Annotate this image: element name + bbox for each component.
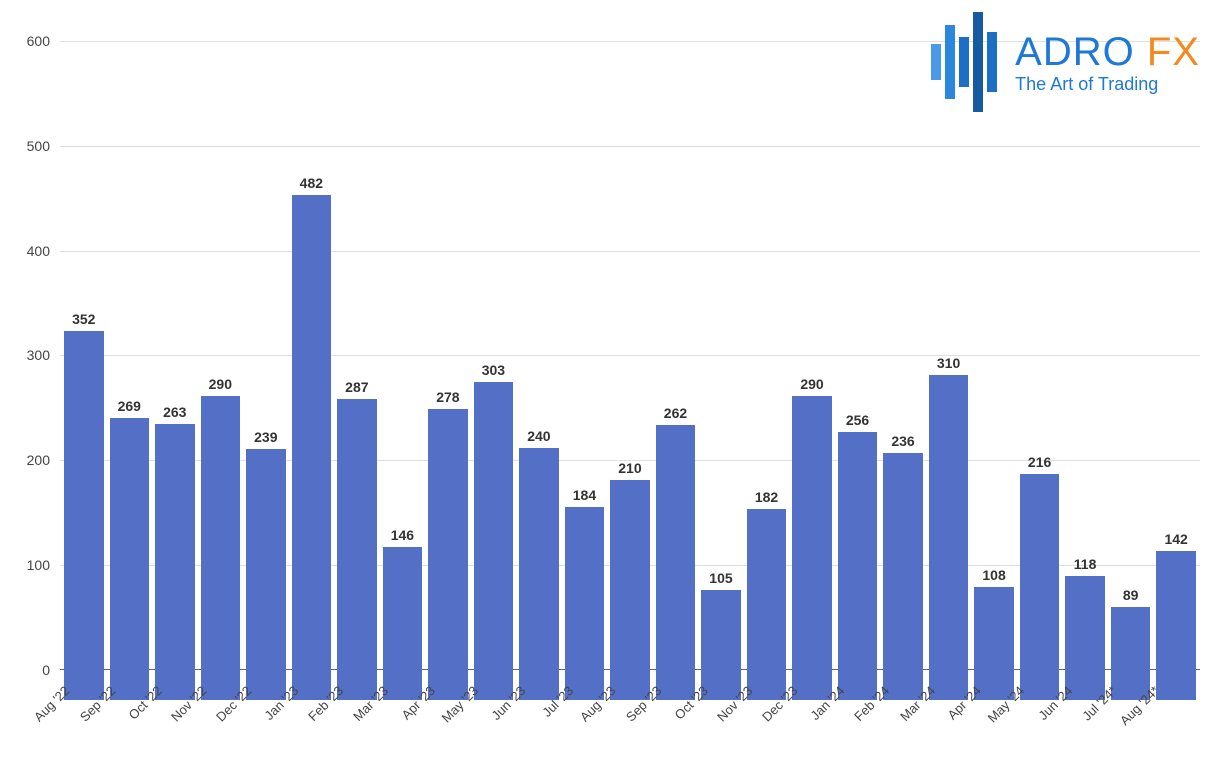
bar-column: 108 — [974, 50, 1014, 700]
bar-value-label: 263 — [163, 404, 186, 420]
bar-column: 236 — [883, 50, 923, 700]
bar-rect — [155, 424, 195, 700]
bar-column: 239 — [246, 50, 286, 700]
bar-column: 303 — [474, 50, 514, 700]
bar-rect — [292, 195, 332, 700]
y-tick-label: 300 — [0, 347, 50, 363]
x-label-column: Dec '22 — [246, 675, 286, 765]
logo-tagline: The Art of Trading — [1015, 75, 1200, 94]
bar-value-label: 118 — [1074, 556, 1097, 572]
x-label-column: Dec '23 — [792, 675, 832, 765]
bar-rect — [428, 409, 468, 700]
y-tick-label: 200 — [0, 452, 50, 468]
x-label-column: Mar '24 — [929, 675, 969, 765]
bar-value-label: 184 — [573, 487, 596, 503]
bar-value-label: 278 — [436, 389, 459, 405]
bar-rect — [929, 375, 969, 700]
bar-column: 278 — [428, 50, 468, 700]
bar-value-label: 310 — [937, 355, 960, 371]
bars-container: 352 269 263 290 239 482 287 146 278 303 240 184 210 2… — [60, 50, 1200, 700]
bar-column: 146 — [383, 50, 423, 700]
bar-rect — [883, 453, 923, 700]
y-tick-label: 500 — [0, 138, 50, 154]
y-tick-label: 100 — [0, 557, 50, 573]
bar-value-label: 142 — [1164, 531, 1187, 547]
bar-column: 182 — [747, 50, 787, 700]
bar-value-label: 105 — [709, 570, 732, 586]
bar-value-label: 269 — [118, 398, 141, 414]
x-tick-label: Aug '22 — [31, 683, 72, 724]
bar-rect — [610, 480, 650, 700]
bar-rect — [246, 449, 286, 700]
logo-text-adro: ADRO — [1015, 30, 1135, 74]
bar-value-label: 287 — [345, 379, 368, 395]
bar-column: 184 — [565, 50, 605, 700]
bar-value-label: 89 — [1123, 587, 1139, 603]
bar-column: 290 — [792, 50, 832, 700]
bar-column: 142 — [1156, 50, 1196, 700]
y-tick-label: 400 — [0, 243, 50, 259]
bar-value-label: 146 — [391, 527, 414, 543]
brand-logo: ADRO FX The Art of Trading — [931, 12, 1200, 112]
bar-column: 216 — [1020, 50, 1060, 700]
bar-rect — [519, 448, 559, 700]
bar-column: 89 — [1111, 50, 1151, 700]
bar-value-label: 239 — [254, 429, 277, 445]
bar-column: 310 — [929, 50, 969, 700]
bar-rect — [656, 425, 696, 700]
x-label-column: May '23 — [474, 675, 514, 765]
bar-rect — [64, 331, 104, 700]
bar-column: 290 — [201, 50, 241, 700]
logo-bars-icon — [931, 12, 1003, 112]
bar-rect — [565, 507, 605, 700]
bar-column: 256 — [838, 50, 878, 700]
y-tick-label: 600 — [0, 33, 50, 49]
bar-value-label: 108 — [982, 567, 1005, 583]
bar-rect — [838, 432, 878, 700]
bar-value-label: 240 — [527, 428, 550, 444]
bar-value-label: 482 — [300, 175, 323, 191]
bar-chart: 352 269 263 290 239 482 287 146 278 303 240 184 210 2… — [60, 20, 1200, 700]
bar-rect — [110, 418, 150, 700]
bar-column: 240 — [519, 50, 559, 700]
bar-column: 482 — [292, 50, 332, 700]
logo-text-fx: FX — [1147, 30, 1200, 74]
x-axis-labels: Aug '22Sep '22Oct '22Nov '22Dec '22Jan '… — [60, 675, 1200, 765]
x-label-column: Mar '23 — [383, 675, 423, 765]
bar-column: 210 — [610, 50, 650, 700]
bar-rect — [201, 396, 241, 700]
bar-value-label: 210 — [618, 460, 641, 476]
logo-wordmark: ADRO FX — [1015, 31, 1200, 73]
bar-rect — [747, 509, 787, 700]
x-label-column: May '24 — [1020, 675, 1060, 765]
bar-value-label: 256 — [846, 412, 869, 428]
bar-rect — [474, 382, 514, 700]
bar-value-label: 303 — [482, 362, 505, 378]
bar-column: 287 — [337, 50, 377, 700]
bar-value-label: 352 — [72, 311, 95, 327]
bar-value-label: 290 — [800, 376, 823, 392]
bar-column: 352 — [64, 50, 104, 700]
x-label-column: Aug '24* — [1156, 675, 1196, 765]
bar-value-label: 290 — [209, 376, 232, 392]
bar-rect — [792, 396, 832, 700]
bar-column: 262 — [656, 50, 696, 700]
bar-value-label: 236 — [891, 433, 914, 449]
bar-value-label: 216 — [1028, 454, 1051, 470]
x-label-column: Sep '22 — [110, 675, 150, 765]
bar-rect — [1020, 474, 1060, 700]
bar-column: 269 — [110, 50, 150, 700]
x-label-column: Sep '23 — [656, 675, 696, 765]
x-label-column: Jun '24 — [1065, 675, 1105, 765]
bar-column: 105 — [701, 50, 741, 700]
bar-column: 118 — [1065, 50, 1105, 700]
bar-rect — [337, 399, 377, 700]
bar-value-label: 182 — [755, 489, 778, 505]
bar-column: 263 — [155, 50, 195, 700]
x-label-column: Jun '23 — [519, 675, 559, 765]
bar-value-label: 262 — [664, 405, 687, 421]
y-tick-label: 0 — [0, 662, 50, 678]
